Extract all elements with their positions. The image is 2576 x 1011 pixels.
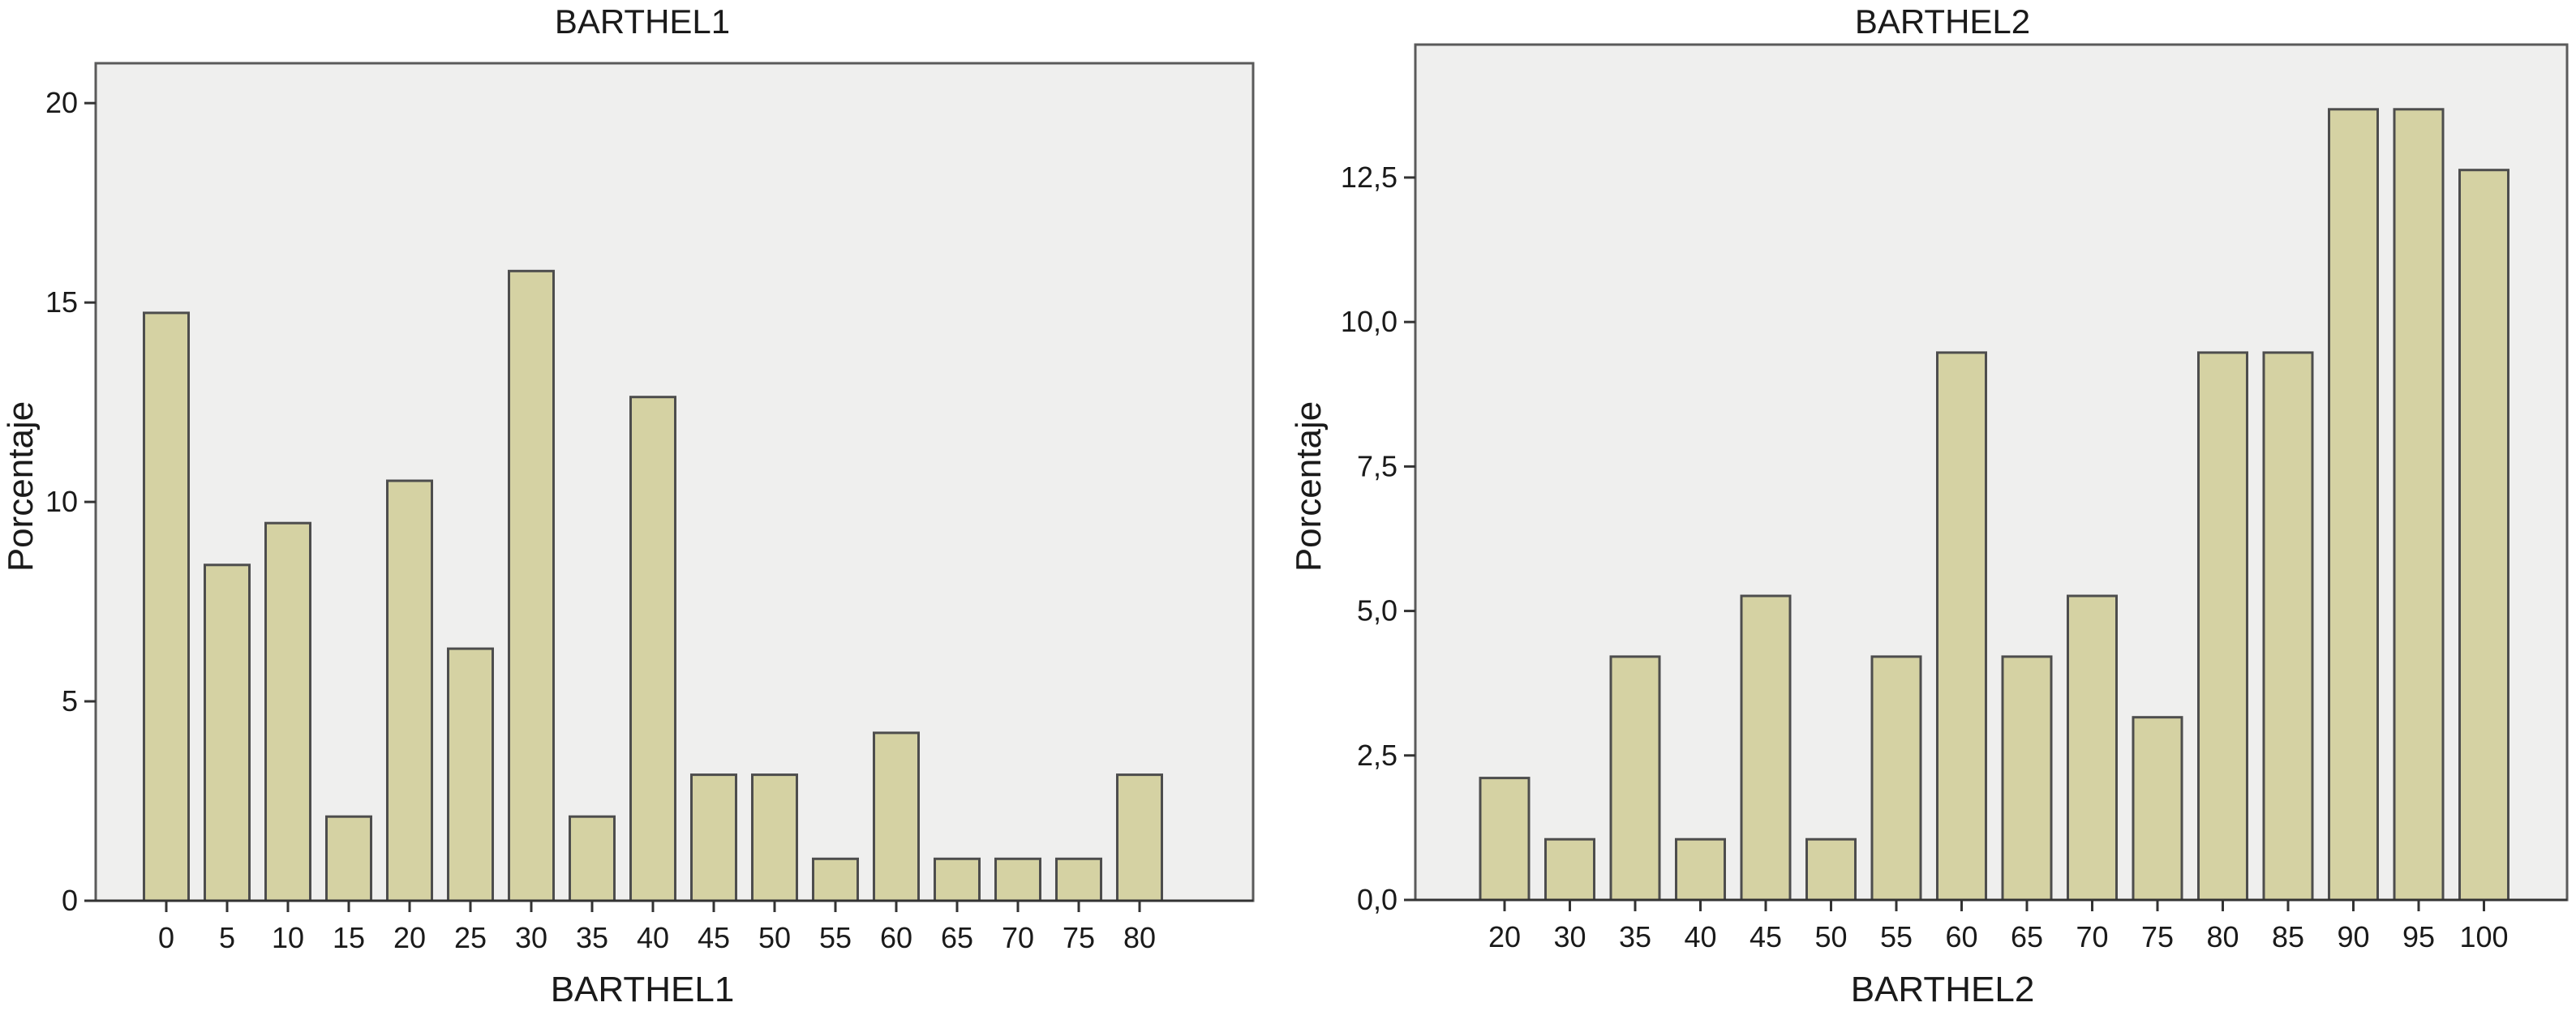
x-tick-label: 75 xyxy=(1063,921,1095,954)
y-tick-label: 15 xyxy=(45,285,78,319)
bar-45 xyxy=(1740,594,1792,902)
x-tick-label: 45 xyxy=(698,921,730,954)
bar-30 xyxy=(508,269,555,902)
bar-group xyxy=(143,269,1163,902)
chart-barthel2: BARTHEL2 20 30 35 40 45 50 55 60 65 70 75 80 85 90 95 1… xyxy=(1289,2,2569,1009)
bar-70 xyxy=(2067,594,2118,902)
x-tick-label: 5 xyxy=(219,921,235,954)
bar-35 xyxy=(1609,655,1661,902)
bar-50 xyxy=(751,773,798,902)
bar-15 xyxy=(325,815,372,902)
x-tick-label: 65 xyxy=(941,921,973,954)
x-tick-label: 85 xyxy=(2272,920,2304,953)
x-tick-label: 35 xyxy=(576,921,608,954)
x-tick-label: 70 xyxy=(2076,920,2108,953)
x-tick-label: 15 xyxy=(333,921,365,954)
bar-70 xyxy=(994,857,1041,902)
y-axis-ticks: 0 5 10 15 20 xyxy=(45,86,96,917)
bar-20 xyxy=(1479,777,1531,902)
bar-75 xyxy=(1055,857,1102,902)
x-tick-label: 30 xyxy=(515,921,547,954)
x-tick-label: 20 xyxy=(1488,920,1521,953)
x-tick-label: 60 xyxy=(1945,920,1977,953)
chart-title: BARTHEL1 xyxy=(555,2,730,41)
bar-35 xyxy=(569,815,616,902)
y-tick-label: 5,0 xyxy=(1357,594,1397,628)
y-tick-label: 12,5 xyxy=(1341,161,1397,194)
x-tick-label: 60 xyxy=(880,921,912,954)
bar-55 xyxy=(812,857,859,902)
x-tick-label: 70 xyxy=(1002,921,1034,954)
x-tick-label: 25 xyxy=(454,921,487,954)
x-tick-label: 10 xyxy=(272,921,304,954)
bar-5 xyxy=(204,563,251,902)
bar-50 xyxy=(1805,838,1857,902)
bar-0 xyxy=(143,311,190,902)
x-tick-label: 90 xyxy=(2337,920,2369,953)
x-tick-label: 0 xyxy=(158,921,174,954)
x-tick-label: 65 xyxy=(2011,920,2043,953)
y-axis-label: Porcentaje xyxy=(1,401,41,572)
bar-45 xyxy=(690,773,737,902)
bar-75 xyxy=(2132,716,2183,902)
bar-55 xyxy=(1870,655,1922,902)
bar-85 xyxy=(2262,351,2314,902)
x-tick-label: 80 xyxy=(1123,921,1156,954)
x-tick-label: 45 xyxy=(1750,920,1782,953)
x-tick-label: 95 xyxy=(2402,920,2435,953)
bar-65 xyxy=(2001,655,2053,902)
chart-barthel1: BARTHEL1 0 5 10 15 20 25 30 35 40 45 50 55 60 65 70 75 8… xyxy=(1,2,1255,1009)
x-axis-ticks: 0 5 10 15 20 25 30 35 40 45 50 55 60 65 70 75 80 xyxy=(158,901,1156,954)
bar-60 xyxy=(1936,351,1987,902)
x-tick-label: 20 xyxy=(393,921,426,954)
bar-60 xyxy=(873,731,920,902)
x-tick-label: 40 xyxy=(1684,920,1716,953)
y-tick-label: 10,0 xyxy=(1341,305,1397,338)
x-tick-label: 55 xyxy=(1880,920,1913,953)
chart-title: BARTHEL2 xyxy=(1855,2,2030,41)
x-tick-label: 100 xyxy=(2459,920,2508,953)
bar-100 xyxy=(2458,169,2509,902)
y-axis-label: Porcentaje xyxy=(1289,401,1329,572)
y-tick-label: 20 xyxy=(45,86,78,119)
bar-20 xyxy=(386,479,433,902)
y-tick-label: 7,5 xyxy=(1357,449,1397,482)
bar-95 xyxy=(2393,108,2445,902)
y-tick-label: 5 xyxy=(62,684,78,718)
y-tick-label: 2,5 xyxy=(1357,739,1397,772)
bar-65 xyxy=(934,857,981,902)
x-tick-label: 50 xyxy=(1814,920,1847,953)
bar-30 xyxy=(1544,838,1595,902)
x-tick-label: 50 xyxy=(758,921,791,954)
y-tick-label: 10 xyxy=(45,485,78,518)
y-tick-label: 0,0 xyxy=(1357,883,1397,916)
y-tick-label: 0 xyxy=(62,884,78,917)
x-tick-label: 75 xyxy=(2141,920,2174,953)
y-axis-ticks: 0,0 2,5 5,0 7,5 10,0 12,5 xyxy=(1341,161,1415,916)
x-axis-label: BARTHEL2 xyxy=(1851,970,2035,1009)
bar-10 xyxy=(264,521,311,902)
x-tick-label: 55 xyxy=(819,921,852,954)
bar-80 xyxy=(2197,351,2248,902)
bar-40 xyxy=(629,396,676,902)
bar-40 xyxy=(1675,838,1726,902)
x-axis-label: BARTHEL1 xyxy=(551,970,735,1009)
x-tick-label: 40 xyxy=(637,921,669,954)
x-tick-label: 35 xyxy=(1619,920,1651,953)
bar-25 xyxy=(447,647,494,902)
x-axis-ticks: 20 30 35 40 45 50 55 60 65 70 75 80 85 90 95 100 xyxy=(1488,900,2509,953)
bar-90 xyxy=(2328,108,2379,902)
bar-80 xyxy=(1116,773,1163,902)
x-tick-label: 80 xyxy=(2206,920,2239,953)
x-tick-label: 30 xyxy=(1553,920,1586,953)
